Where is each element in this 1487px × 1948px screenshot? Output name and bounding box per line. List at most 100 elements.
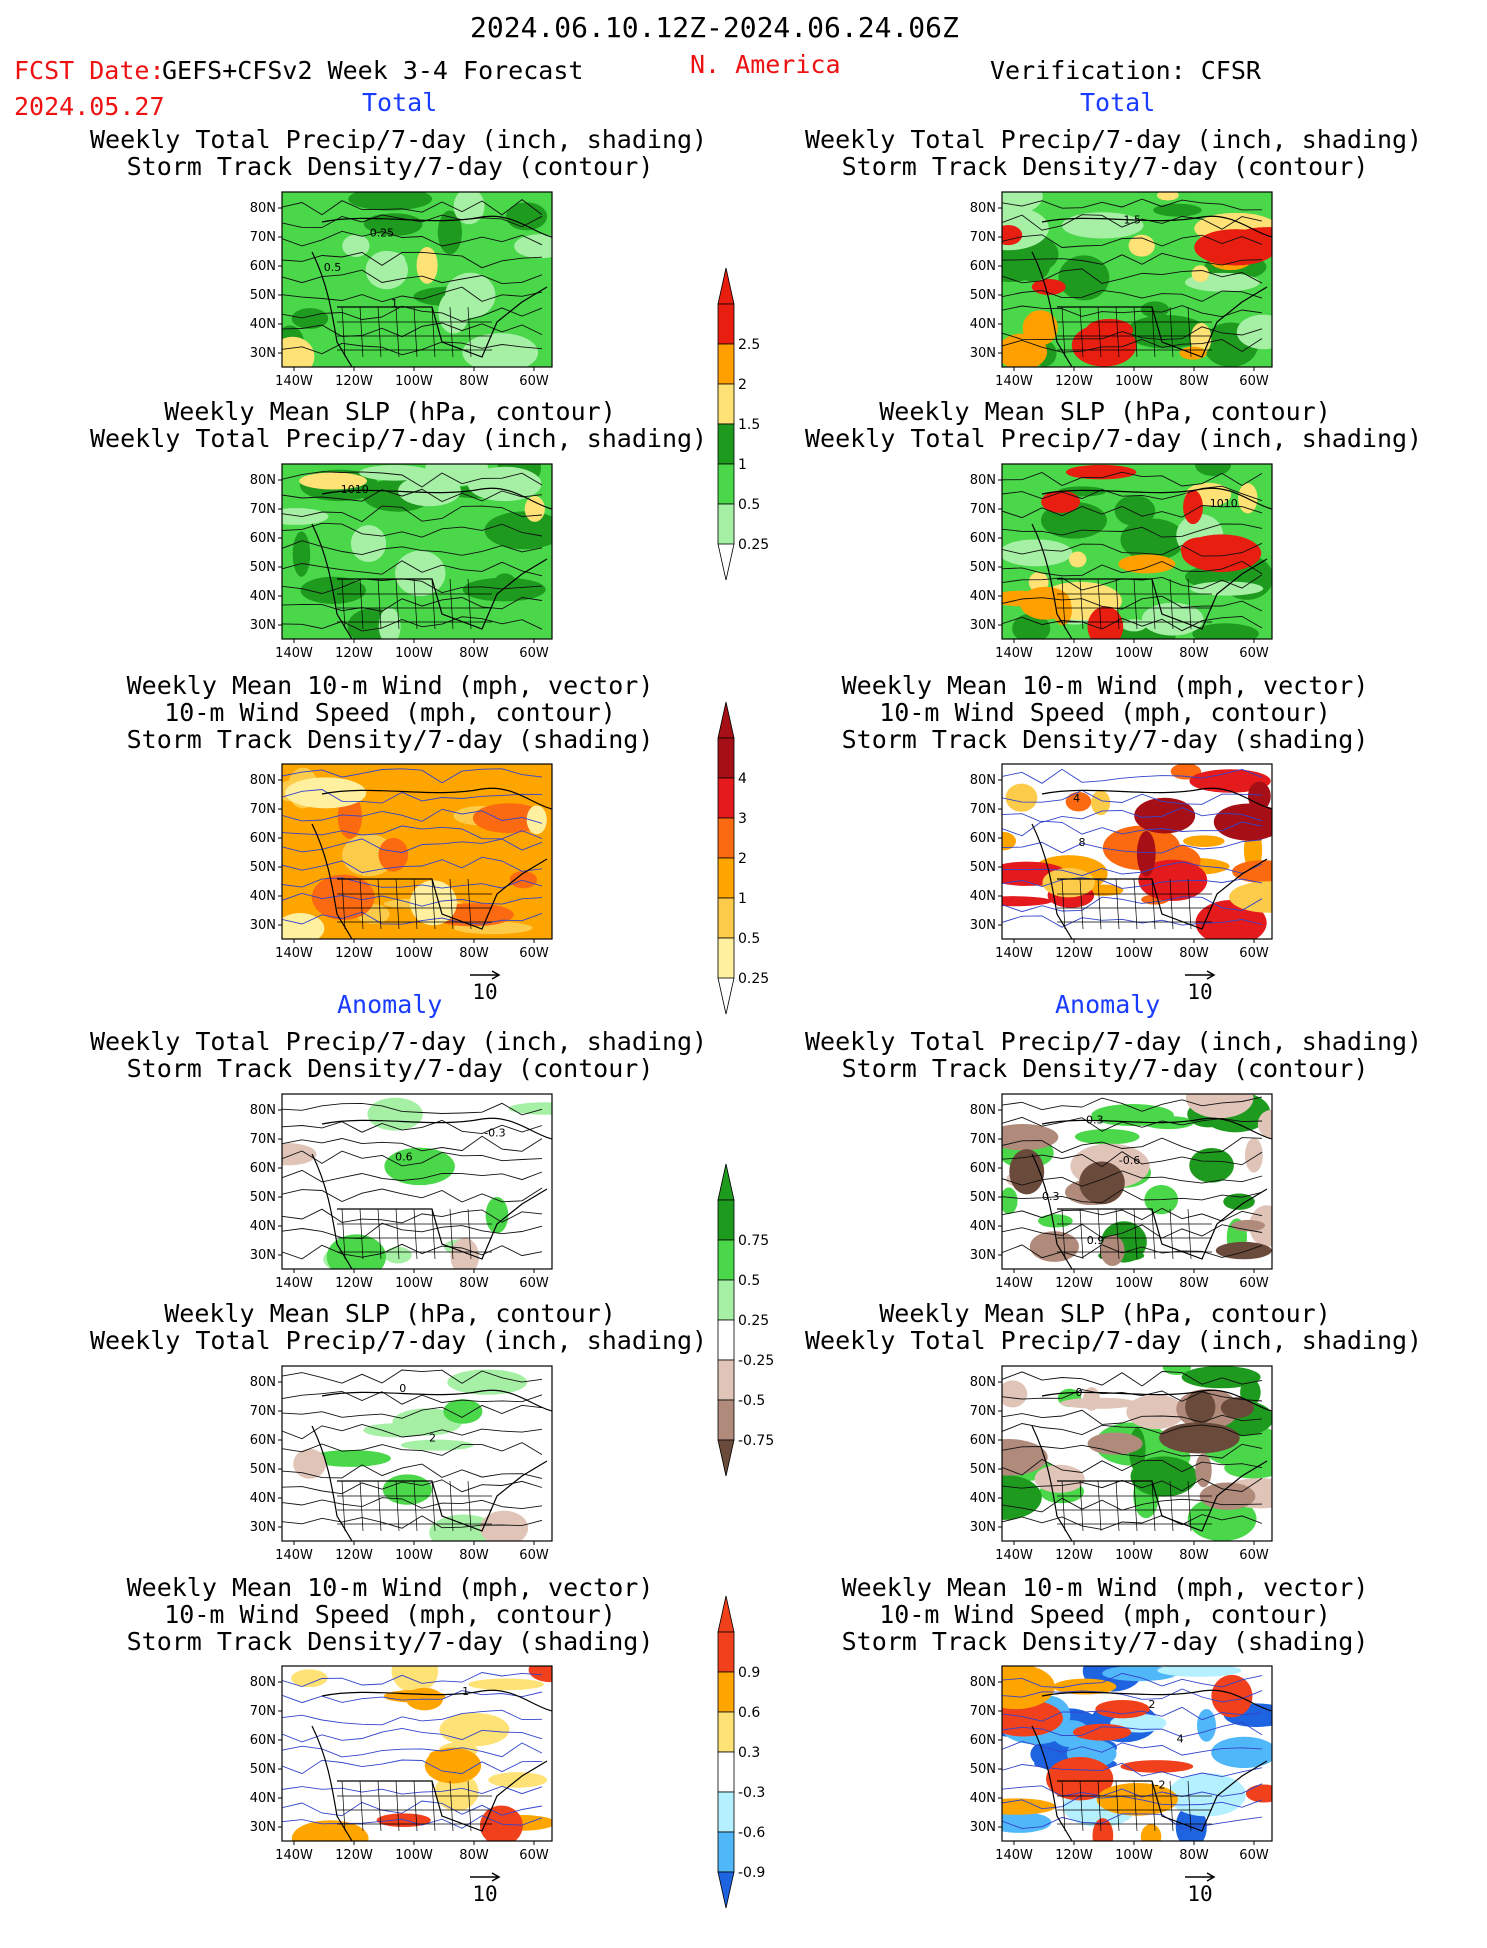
lat-tick-label: 60N xyxy=(970,259,996,274)
lat-tick-label: 80N xyxy=(970,773,996,788)
lat-tick-label: 50N xyxy=(970,288,996,303)
shading-blob xyxy=(384,1147,455,1186)
colorbar-wedge-bottom xyxy=(717,1871,735,1909)
shading-blob xyxy=(1245,1784,1272,1803)
state-border xyxy=(341,1480,346,1532)
map-svg: 1.5 80N 70N 60N 50N 40N 30N 140W 120W 100W 80W 60W xyxy=(970,191,1273,389)
lon-tick-label: 60W xyxy=(519,1848,549,1863)
lat-tick-label: 80N xyxy=(250,201,276,216)
map-frame xyxy=(1001,1093,1273,1270)
lon-tick-label: 120W xyxy=(335,1276,373,1291)
panel-title-ob-total-slp: Weekly Mean SLP (hPa, contour) Weekly Tot… xyxy=(805,397,1423,453)
state-border xyxy=(1061,578,1066,630)
lon-tick-label: 80W xyxy=(459,1548,489,1563)
shading-blob xyxy=(292,531,311,577)
lat-tick-label: 50N xyxy=(250,1190,276,1205)
section-total-right: Total xyxy=(1080,88,1156,117)
state-border xyxy=(1079,1780,1084,1832)
shading-blob xyxy=(1232,860,1272,883)
lon-tick-label: 80W xyxy=(459,1848,489,1863)
shading-blob xyxy=(1100,1235,1125,1267)
contour-line xyxy=(282,540,543,556)
colorbar-label: 2 xyxy=(738,377,747,393)
state-border xyxy=(1151,1480,1156,1532)
contour-line xyxy=(1002,820,1263,837)
state-border xyxy=(1079,306,1084,358)
contour-line xyxy=(282,1479,543,1495)
state-border xyxy=(467,878,472,930)
lon-tick-label: 120W xyxy=(335,946,373,961)
contour-line xyxy=(282,269,543,285)
colorbar-precip-anom: 0.75 0.5 0.25 -0.25 -0.5 -0.75 xyxy=(716,1163,796,1516)
colorbar-segment xyxy=(717,1791,735,1833)
map-svg: 1010 80N 70N 60N 50N 40N 30N 140W 120W 100W 80W 60W xyxy=(970,463,1273,661)
contour-label: -2 xyxy=(1154,1778,1165,1791)
panel-title-ob-anom-slp: Weekly Mean SLP (hPa, contour) Weekly Tot… xyxy=(805,1299,1423,1355)
state-border xyxy=(377,878,382,930)
contour-line xyxy=(282,251,543,269)
lat-tick-label: 50N xyxy=(250,1762,276,1777)
shading-blob xyxy=(1126,315,1208,349)
map-svg: 1 80N 70N 60N 50N 40N 30N 140W 120W 100W 80W 60W xyxy=(250,1665,553,1863)
contour-label: -0.3 xyxy=(484,1127,505,1140)
contour-line xyxy=(282,838,543,854)
valid-period: 2024.06.10.12Z-2024.06.24.06Z xyxy=(470,11,959,44)
colorbar-segment xyxy=(717,423,735,465)
lon-tick-label: 60W xyxy=(1239,946,1269,961)
state-border xyxy=(413,1208,418,1260)
shading-blob xyxy=(1002,1380,1028,1408)
contour-line xyxy=(282,1369,543,1384)
lat-tick-label: 70N xyxy=(250,502,276,517)
state-border xyxy=(1169,1780,1174,1832)
contour-line xyxy=(282,825,543,840)
contour-line xyxy=(282,768,543,784)
shading-blob xyxy=(1190,581,1264,596)
map-panel-ob-anom-precip: -0.3 -0.6 0.3 0.9 80N 70N 60N 50N 40N 30N 140W 120W… xyxy=(950,1092,1276,1297)
state-border xyxy=(449,306,454,358)
contour-line xyxy=(1002,234,1263,248)
contour-line xyxy=(1002,877,1263,889)
lon-tick-label: 140W xyxy=(995,646,1033,661)
lat-tick-label: 40N xyxy=(250,1791,276,1806)
contour-line xyxy=(1002,1706,1263,1722)
shading-blob xyxy=(1069,551,1087,568)
lat-tick-label: 70N xyxy=(250,1404,276,1419)
map-frame xyxy=(1001,763,1273,940)
lat-tick-label: 70N xyxy=(970,1404,996,1419)
lon-tick-label: 140W xyxy=(995,1276,1033,1291)
colorbar-label: 0.6 xyxy=(738,1705,760,1721)
state-border xyxy=(1151,578,1156,630)
state-border xyxy=(359,878,364,930)
shading-blob xyxy=(462,333,539,367)
shading-blob xyxy=(391,1666,439,1693)
shading-blob xyxy=(291,308,329,329)
shading-blob xyxy=(1121,619,1147,632)
state-border xyxy=(1097,306,1102,358)
shading-blob xyxy=(1074,1128,1140,1145)
shading-blob xyxy=(1002,225,1023,246)
contour-line xyxy=(282,1709,543,1726)
shading-blob xyxy=(1058,255,1110,301)
shading-blob xyxy=(472,803,545,834)
contour-line xyxy=(1002,839,1263,854)
contour-line xyxy=(1002,1783,1263,1798)
contour-line xyxy=(1002,1477,1263,1492)
lon-tick-label: 140W xyxy=(275,946,313,961)
state-border xyxy=(449,1480,454,1532)
state-border xyxy=(1151,306,1156,358)
state-border xyxy=(449,578,454,630)
shading-blob xyxy=(1189,1148,1234,1183)
shading-blob xyxy=(1183,489,1203,525)
shading-blob xyxy=(1091,790,1111,816)
fcst-date-label: FCST Date: xyxy=(14,56,165,85)
shading-blob xyxy=(1167,1773,1246,1817)
state-border xyxy=(1187,1780,1192,1832)
state-border xyxy=(1133,578,1138,630)
contour-line xyxy=(1002,1409,1263,1425)
lon-tick-label: 120W xyxy=(335,1548,373,1563)
lat-tick-label: 70N xyxy=(250,802,276,817)
vector-ref-label: 10 xyxy=(472,1882,498,1906)
state-border xyxy=(467,1208,472,1260)
contour-line xyxy=(282,1442,543,1456)
lon-tick-label: 120W xyxy=(1055,374,1093,389)
